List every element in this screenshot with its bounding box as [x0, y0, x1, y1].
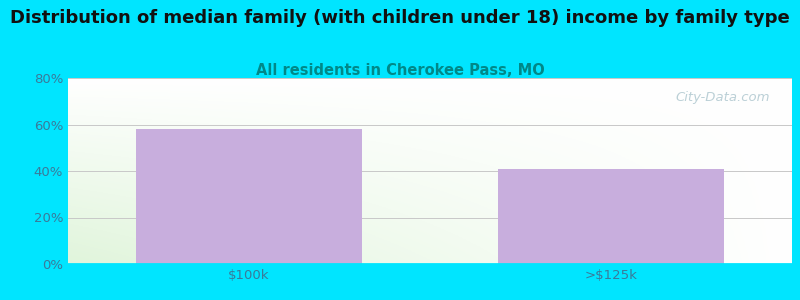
Text: Distribution of median family (with children under 18) income by family type: Distribution of median family (with chil…: [10, 9, 790, 27]
Bar: [136, 129, 362, 264]
Text: All residents in Cherokee Pass, MO: All residents in Cherokee Pass, MO: [256, 63, 544, 78]
Text: City-Data.com: City-Data.com: [676, 91, 770, 104]
Bar: [498, 169, 724, 264]
